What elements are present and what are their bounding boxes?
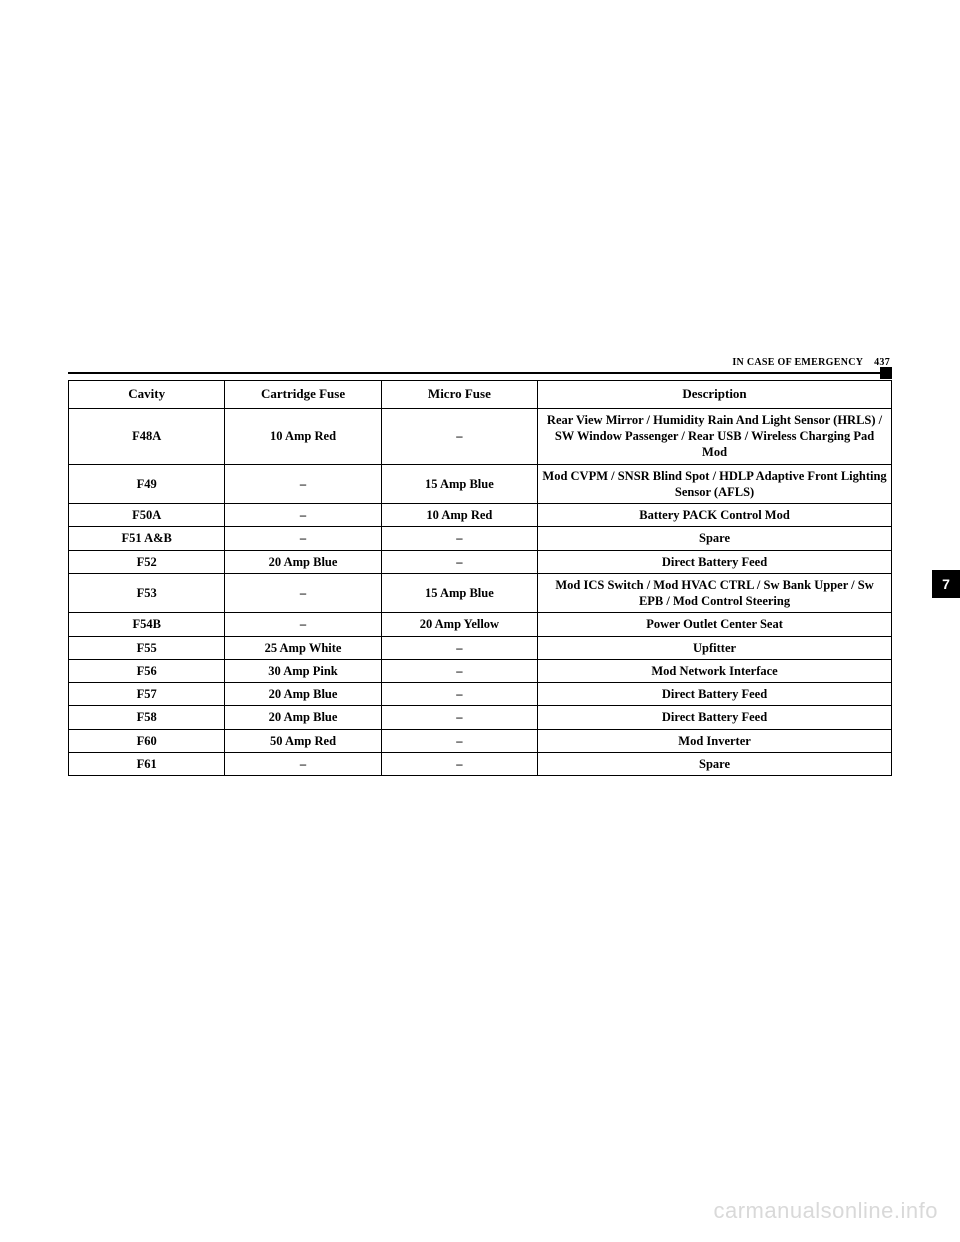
table-cell: Mod CVPM / SNSR Blind Spot / HDLP Adapti… (538, 464, 892, 504)
table-row: F50A–10 Amp RedBattery PACK Control Mod (69, 504, 892, 527)
table-cell: – (381, 408, 537, 464)
table-cell: – (381, 527, 537, 550)
table-row: F61––Spare (69, 752, 892, 775)
table-cell: – (381, 729, 537, 752)
table-cell: Battery PACK Control Mod (538, 504, 892, 527)
table-row: F5525 Amp White–Upfitter (69, 636, 892, 659)
watermark: carmanualsonline.info (713, 1198, 938, 1224)
table-row: F5630 Amp Pink–Mod Network Interface (69, 659, 892, 682)
fuse-table: Cavity Cartridge Fuse Micro Fuse Descrip… (68, 380, 892, 776)
chapter-number: 7 (942, 576, 950, 592)
table-cell: 20 Amp Blue (225, 550, 381, 573)
table-row: F48A10 Amp Red–Rear View Mirror / Humidi… (69, 408, 892, 464)
table-cell: F61 (69, 752, 225, 775)
table-cell: – (225, 504, 381, 527)
table-cell: 15 Amp Blue (381, 573, 537, 613)
table-cell: F56 (69, 659, 225, 682)
table-cell: – (225, 752, 381, 775)
table-cell: 20 Amp Yellow (381, 613, 537, 636)
table-cell: F50A (69, 504, 225, 527)
table-cell: Mod Inverter (538, 729, 892, 752)
table-cell: Direct Battery Feed (538, 683, 892, 706)
header-rule (68, 372, 892, 374)
table-cell: Spare (538, 527, 892, 550)
table-cell: – (225, 613, 381, 636)
col-cartridge: Cartridge Fuse (225, 381, 381, 409)
table-cell: Upfitter (538, 636, 892, 659)
table-cell: 10 Amp Red (381, 504, 537, 527)
table-cell: F55 (69, 636, 225, 659)
table-cell: Direct Battery Feed (538, 706, 892, 729)
table-cell: Mod Network Interface (538, 659, 892, 682)
table-cell: F60 (69, 729, 225, 752)
table-cell: F48A (69, 408, 225, 464)
table-cell: F58 (69, 706, 225, 729)
table-cell: 20 Amp Blue (225, 706, 381, 729)
table-row: F54B–20 Amp YellowPower Outlet Center Se… (69, 613, 892, 636)
table-row: F49–15 Amp BlueMod CVPM / SNSR Blind Spo… (69, 464, 892, 504)
table-row: F5220 Amp Blue–Direct Battery Feed (69, 550, 892, 573)
table-cell: – (381, 550, 537, 573)
table-row: F5720 Amp Blue–Direct Battery Feed (69, 683, 892, 706)
table-cell: 10 Amp Red (225, 408, 381, 464)
table-cell: 15 Amp Blue (381, 464, 537, 504)
table-cell: – (225, 573, 381, 613)
chapter-tab: 7 (932, 570, 960, 598)
table-cell: – (381, 659, 537, 682)
table-cell: Spare (538, 752, 892, 775)
table-cell: 25 Amp White (225, 636, 381, 659)
table-cell: Mod ICS Switch / Mod HVAC CTRL / Sw Bank… (538, 573, 892, 613)
table-cell: 50 Amp Red (225, 729, 381, 752)
table-cell: 30 Amp Pink (225, 659, 381, 682)
page-header: IN CASE OF EMERGENCY 437 (68, 357, 892, 368)
table-cell: – (381, 636, 537, 659)
table-cell: F57 (69, 683, 225, 706)
table-cell: F52 (69, 550, 225, 573)
col-cavity: Cavity (69, 381, 225, 409)
col-micro: Micro Fuse (381, 381, 537, 409)
section-title: IN CASE OF EMERGENCY (732, 357, 863, 368)
table-cell: F51 A&B (69, 527, 225, 550)
table-cell: – (225, 527, 381, 550)
table-row: F5820 Amp Blue–Direct Battery Feed (69, 706, 892, 729)
col-description: Description (538, 381, 892, 409)
table-cell: Power Outlet Center Seat (538, 613, 892, 636)
table-cell: – (381, 752, 537, 775)
table-cell: – (225, 464, 381, 504)
table-cell: Rear View Mirror / Humidity Rain And Lig… (538, 408, 892, 464)
table-row: F53–15 Amp BlueMod ICS Switch / Mod HVAC… (69, 573, 892, 613)
table-row: F51 A&B––Spare (69, 527, 892, 550)
table-header-row: Cavity Cartridge Fuse Micro Fuse Descrip… (69, 381, 892, 409)
table-cell: F49 (69, 464, 225, 504)
table-cell: – (381, 683, 537, 706)
table-cell: F53 (69, 573, 225, 613)
table-cell: Direct Battery Feed (538, 550, 892, 573)
page-content: IN CASE OF EMERGENCY 437 Cavity Cartridg… (68, 357, 892, 776)
table-cell: – (381, 706, 537, 729)
table-row: F6050 Amp Red–Mod Inverter (69, 729, 892, 752)
table-cell: 20 Amp Blue (225, 683, 381, 706)
table-cell: F54B (69, 613, 225, 636)
